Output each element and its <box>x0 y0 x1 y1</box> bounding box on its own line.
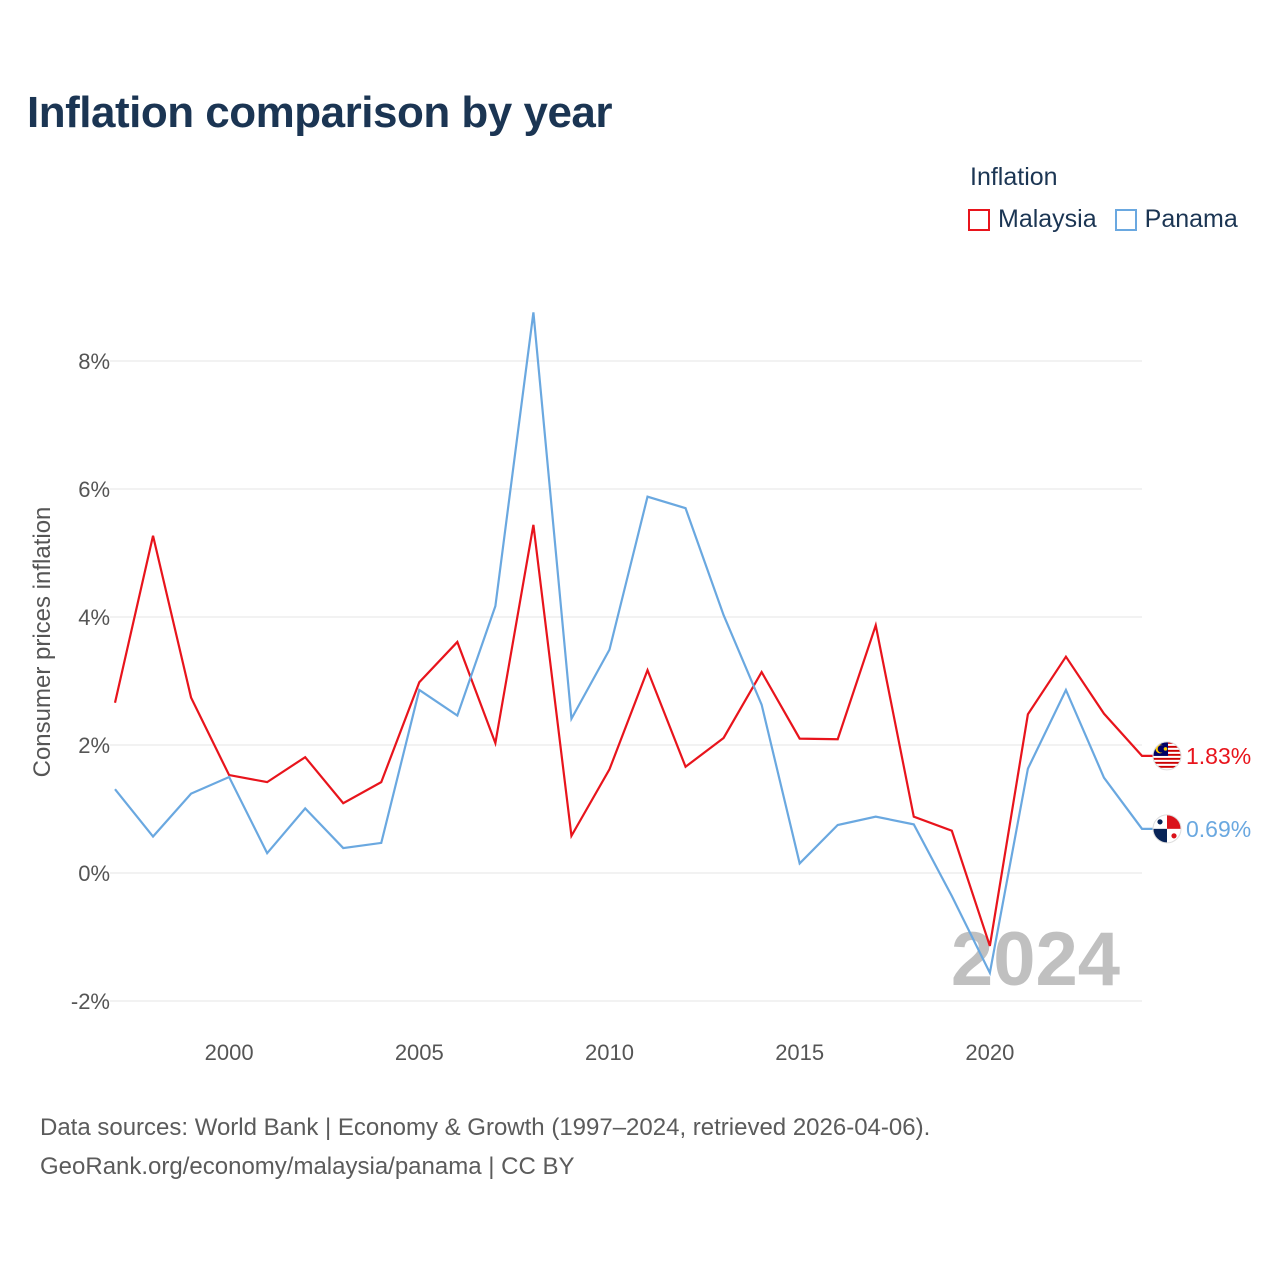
y-tick-label: 0% <box>78 861 110 886</box>
chart-title: Inflation comparison by year <box>27 88 613 137</box>
source-line-2[interactable]: GeoRank.org/economy/malaysia/panama | CC… <box>40 1153 575 1180</box>
y-tick-label: 4% <box>78 605 110 630</box>
x-tick-label: 2000 <box>205 1040 254 1065</box>
y-tick-label: 2% <box>78 733 110 758</box>
x-axis-ticks: 2000 2005 2010 2015 2020 <box>205 1040 1015 1065</box>
x-tick-label: 2010 <box>585 1040 634 1065</box>
source-line-1: Data sources: World Bank | Economy & Gro… <box>40 1114 931 1141</box>
x-tick-label: 2015 <box>775 1040 824 1065</box>
series-lines <box>113 312 1154 977</box>
end-label-malaysia: 1.83% <box>1186 743 1251 769</box>
malaysia-flag-icon <box>1152 741 1182 771</box>
end-label-panama: 0.69% <box>1186 816 1251 842</box>
y-tick-label: 8% <box>78 349 110 374</box>
y-tick-label: -2% <box>71 989 110 1014</box>
legend-item-panama[interactable]: Panama <box>1114 205 1238 234</box>
y-axis-ticks: -2% 0% 2% 4% 6% 8% <box>71 349 110 1014</box>
panama-flag-icon <box>1152 814 1182 844</box>
data-source: Data sources: World Bank | Economy & Gro… <box>40 1108 930 1186</box>
y-tick-label: 6% <box>78 477 110 502</box>
x-tick-label: 2020 <box>965 1040 1014 1065</box>
legend-label-malaysia: Malaysia <box>998 205 1097 233</box>
legend-swatch-panama <box>1114 208 1137 231</box>
end-markers: 1.83% 0.69% <box>1152 741 1251 844</box>
legend: Malaysia Panama <box>968 205 1256 234</box>
legend-title: Inflation <box>970 163 1058 191</box>
x-tick-label: 2005 <box>395 1040 444 1065</box>
y-axis-label: Consumer prices inflation <box>29 507 56 778</box>
legend-item-malaysia[interactable]: Malaysia <box>968 205 1097 234</box>
series-line-panama[interactable] <box>114 312 1154 977</box>
legend-label-panama: Panama <box>1144 205 1238 233</box>
legend-swatch-malaysia <box>968 208 990 231</box>
line-chart: -2% 0% 2% 4% 6% 8% 2000 2005 2010 2015 2020 Consu… <box>29 312 1251 1065</box>
grid-lines <box>110 360 1142 1002</box>
year-watermark: 2024 <box>951 917 1120 1002</box>
series-line-malaysia[interactable] <box>113 524 1154 947</box>
